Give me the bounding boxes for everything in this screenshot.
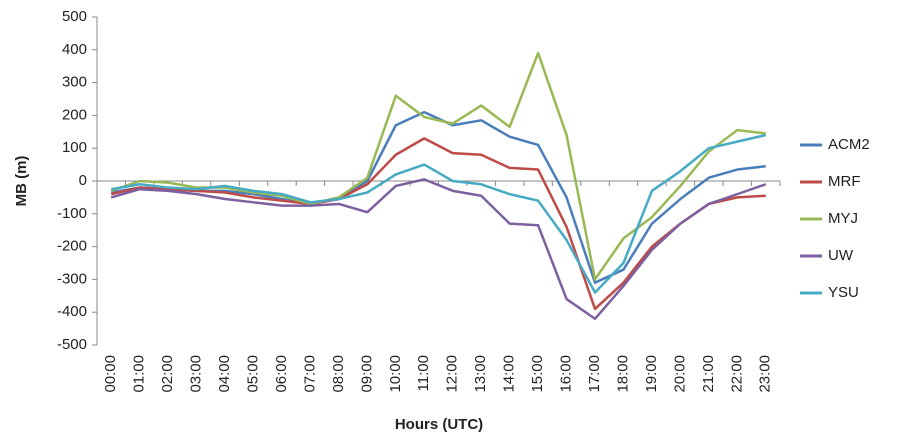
- x-tick-label: 23:00: [757, 355, 774, 393]
- x-tick-label: 02:00: [159, 355, 176, 393]
- x-tick-label: 18:00: [614, 355, 631, 393]
- y-axis-title: MB (m): [13, 156, 30, 207]
- legend-label: MRF: [828, 173, 861, 190]
- x-axis-title: Hours (UTC): [395, 416, 483, 433]
- y-tick-label: -100: [57, 205, 87, 222]
- x-tick-label: 17:00: [586, 355, 603, 393]
- y-tick-label: 400: [62, 41, 87, 58]
- legend-label: UW: [828, 247, 854, 264]
- x-tick-label: 08:00: [330, 355, 347, 393]
- y-tick-label: -500: [57, 336, 87, 353]
- y-tick-label: 200: [62, 106, 87, 123]
- x-tick-label: 10:00: [387, 355, 404, 393]
- legend-label: MYJ: [828, 210, 858, 227]
- x-tick-label: 22:00: [728, 355, 745, 393]
- x-tick-label: 06:00: [273, 355, 290, 393]
- x-tick-label: 19:00: [643, 355, 660, 393]
- series-line: [110, 178, 767, 321]
- x-tick-label: 21:00: [700, 355, 717, 393]
- y-tick-label: 500: [62, 8, 87, 25]
- x-tick-label: 07:00: [301, 355, 318, 393]
- x-tick-label: 16:00: [558, 355, 575, 393]
- x-tick-label: 13:00: [472, 355, 489, 393]
- y-tick-label: -400: [57, 303, 87, 320]
- series-line: [111, 110, 766, 284]
- x-tick-label: 14:00: [501, 355, 518, 393]
- y-tick-label: 0: [79, 172, 87, 189]
- series-line: [111, 133, 767, 294]
- x-tick-label: 09:00: [358, 355, 375, 393]
- y-tick-label: 300: [62, 74, 87, 91]
- x-tick-label: 15:00: [529, 355, 546, 393]
- y-tick-label: -200: [57, 238, 87, 255]
- legend-label: YSU: [828, 284, 859, 301]
- x-tick-label: 04:00: [216, 355, 233, 393]
- y-tick-label: -300: [57, 270, 87, 287]
- legend-label: ACM2: [828, 136, 870, 153]
- x-tick-label: 20:00: [671, 355, 688, 393]
- series-line: [110, 137, 766, 311]
- x-tick-label: 01:00: [131, 355, 148, 393]
- x-tick-label: 05:00: [244, 355, 261, 393]
- y-tick-label: 100: [62, 139, 87, 156]
- x-tick-label: 03:00: [188, 355, 205, 393]
- x-tick-label: 11:00: [415, 355, 432, 391]
- x-tick-label: 00:00: [102, 355, 119, 393]
- series-line: [110, 51, 766, 281]
- x-tick-label: 12:00: [444, 355, 461, 393]
